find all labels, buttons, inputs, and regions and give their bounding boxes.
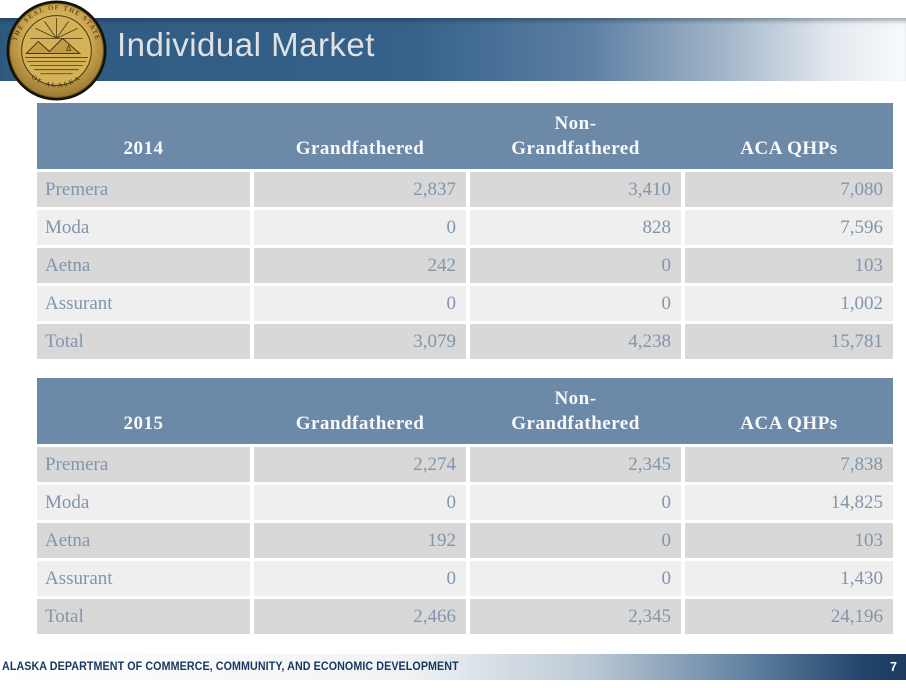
footer-text: ALASKA DEPARTMENT OF COMMERCE, COMMUNITY… bbox=[2, 661, 459, 673]
cell-value: 2,274 bbox=[254, 447, 466, 482]
column-header-non-grandfathered: Non- Grandfathered bbox=[511, 387, 640, 435]
cell-value: 3,410 bbox=[470, 172, 681, 207]
cell-value: 0 bbox=[470, 485, 681, 520]
header-bar bbox=[0, 18, 906, 81]
cell-value: 24,196 bbox=[685, 599, 893, 634]
alaska-state-seal: THE SEAL OF THE STATE OF ALASKA bbox=[6, 0, 107, 101]
seal-water bbox=[25, 44, 88, 75]
table-row-assurant: Assurant 0 0 1,002 bbox=[37, 286, 893, 321]
table-2015-header-row: 2015 Grandfathered Non- Grandfathered AC… bbox=[37, 378, 893, 444]
row-label: Total bbox=[37, 324, 250, 359]
cell-value: 828 bbox=[470, 210, 681, 245]
footer-bar: ALASKA DEPARTMENT OF COMMERCE, COMMUNITY… bbox=[0, 654, 906, 680]
slide-title: Individual Market bbox=[117, 26, 375, 63]
cell-value: 7,080 bbox=[685, 172, 893, 207]
table-row-aetna: Aetna 242 0 103 bbox=[37, 248, 893, 283]
row-label: Aetna bbox=[37, 248, 250, 283]
table-row-total: Total 3,079 4,238 15,781 bbox=[37, 324, 893, 359]
column-header-non-grandfathered: Non- Grandfathered bbox=[511, 112, 640, 160]
cell-value: 0 bbox=[470, 523, 681, 558]
cell-value: 2,345 bbox=[470, 447, 681, 482]
cell-value: 1,430 bbox=[685, 561, 893, 596]
cell-value: 14,825 bbox=[685, 485, 893, 520]
cell-value: 15,781 bbox=[685, 324, 893, 359]
cell-value: 7,596 bbox=[685, 210, 893, 245]
cell-value: 2,345 bbox=[470, 599, 681, 634]
column-header-aca-qhps: ACA QHPs bbox=[740, 413, 838, 435]
cell-value: 0 bbox=[254, 485, 466, 520]
row-label: Assurant bbox=[37, 561, 250, 596]
table-row-total: Total 2,466 2,345 24,196 bbox=[37, 599, 893, 634]
column-header-aca-qhps: ACA QHPs bbox=[740, 138, 838, 160]
row-label: Moda bbox=[37, 485, 250, 520]
table-2015: 2015 Grandfathered Non- Grandfathered AC… bbox=[37, 378, 893, 634]
cell-value: 103 bbox=[685, 248, 893, 283]
cell-value: 7,838 bbox=[685, 447, 893, 482]
row-label: Assurant bbox=[37, 286, 250, 321]
cell-value: 2,466 bbox=[254, 599, 466, 634]
cell-value: 192 bbox=[254, 523, 466, 558]
seal-mountains bbox=[24, 37, 82, 55]
cell-value: 1,002 bbox=[685, 286, 893, 321]
row-label: Aetna bbox=[37, 523, 250, 558]
row-label: Premera bbox=[37, 447, 250, 482]
cell-value: 0 bbox=[470, 248, 681, 283]
row-label: Total bbox=[37, 599, 250, 634]
cell-value: 242 bbox=[254, 248, 466, 283]
cell-value: 0 bbox=[470, 561, 681, 596]
column-header-grandfathered: Grandfathered bbox=[295, 138, 425, 160]
column-header-grandfathered: Grandfathered bbox=[295, 413, 425, 435]
table-2014-header-row: 2014 Grandfathered Non- Grandfathered AC… bbox=[37, 103, 893, 169]
cell-value: 0 bbox=[254, 561, 466, 596]
row-label: Premera bbox=[37, 172, 250, 207]
cell-value: 103 bbox=[685, 523, 893, 558]
table-2014: 2014 Grandfathered Non- Grandfathered AC… bbox=[37, 103, 893, 359]
page-number: 7 bbox=[890, 660, 897, 674]
column-header-year: 2014 bbox=[123, 138, 164, 160]
cell-value: 4,238 bbox=[470, 324, 681, 359]
cell-value: 0 bbox=[470, 286, 681, 321]
cell-value: 0 bbox=[254, 286, 466, 321]
table-row-aetna: Aetna 192 0 103 bbox=[37, 523, 893, 558]
table-row-moda: Moda 0 0 14,825 bbox=[37, 485, 893, 520]
table-row-premera: Premera 2,274 2,345 7,838 bbox=[37, 447, 893, 482]
column-header-year: 2015 bbox=[123, 413, 164, 435]
row-label: Moda bbox=[37, 210, 250, 245]
cell-value: 2,837 bbox=[254, 172, 466, 207]
cell-value: 0 bbox=[254, 210, 466, 245]
cell-value: 3,079 bbox=[254, 324, 466, 359]
seal-sun-rays bbox=[30, 18, 83, 39]
table-row-assurant: Assurant 0 0 1,430 bbox=[37, 561, 893, 596]
table-row-premera: Premera 2,837 3,410 7,080 bbox=[37, 172, 893, 207]
table-row-moda: Moda 0 828 7,596 bbox=[37, 210, 893, 245]
